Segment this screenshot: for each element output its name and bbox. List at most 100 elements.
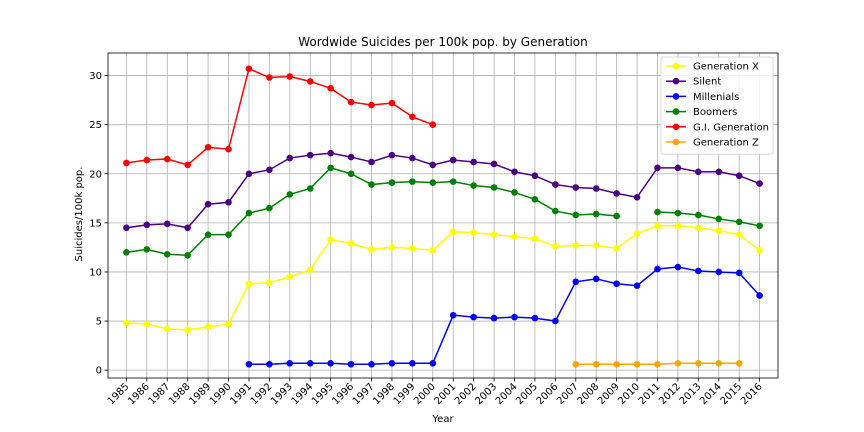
data-point-generation-x xyxy=(449,228,457,236)
data-point-millenials xyxy=(388,359,396,367)
y-axis: 0 5 10 15 20 25 30 xyxy=(89,71,108,377)
data-point-generation-x xyxy=(245,280,253,288)
data-point-silent xyxy=(449,156,457,164)
legend-entry-generation-z: Generation Z xyxy=(666,138,759,149)
data-point-silent xyxy=(531,172,539,180)
series-silent xyxy=(123,149,763,232)
data-point-g-i-generation xyxy=(143,156,151,164)
data-point-silent xyxy=(286,154,294,162)
data-point-millenials xyxy=(245,360,253,368)
data-point-millenials xyxy=(368,360,375,368)
data-point-generation-x xyxy=(225,320,232,328)
data-point-generation-x xyxy=(409,245,416,252)
data-point-boomers xyxy=(756,222,763,230)
data-point-boomers xyxy=(306,185,314,192)
data-point-generation-x xyxy=(633,230,641,237)
data-point-generation-x xyxy=(286,273,294,281)
data-point-silent xyxy=(552,181,559,188)
data-point-millenials xyxy=(735,269,743,277)
data-point-silent xyxy=(368,158,375,166)
y-axis-label: Suicides/100k pop. xyxy=(74,167,85,262)
legend-label: Generation X xyxy=(693,62,759,73)
data-point-boomers xyxy=(490,184,498,191)
data-point-silent xyxy=(695,168,702,176)
data-point-silent xyxy=(327,149,334,157)
legend-entry-millenials: Millenials xyxy=(666,92,739,103)
data-point-millenials xyxy=(511,313,518,321)
data-point-millenials xyxy=(286,359,294,367)
data-point-boomers xyxy=(163,250,171,258)
data-point-millenials xyxy=(531,314,539,322)
data-point-g-i-generation xyxy=(429,121,437,128)
data-point-generation-x xyxy=(613,245,620,252)
data-point-boomers xyxy=(470,182,477,189)
data-point-millenials xyxy=(409,359,416,367)
data-point-millenials xyxy=(654,265,661,273)
y-tick-label: 30 xyxy=(89,71,102,82)
data-point-boomers xyxy=(409,178,416,185)
data-point-boomers xyxy=(449,178,457,185)
data-point-boomers xyxy=(245,209,253,217)
data-point-g-i-generation xyxy=(225,145,232,153)
data-point-boomers xyxy=(695,211,702,219)
data-point-generation-x xyxy=(552,243,559,250)
series-line-millenials xyxy=(248,266,761,365)
legend-swatch-marker xyxy=(672,62,680,70)
data-point-millenials xyxy=(613,280,620,288)
data-point-silent xyxy=(633,194,641,201)
y-tick-label: 25 xyxy=(89,120,102,131)
legend-entry-g-i-generation: G.I. Generation xyxy=(666,122,769,133)
data-point-generation-x xyxy=(674,222,682,230)
data-point-boomers xyxy=(368,181,375,188)
data-point-boomers xyxy=(592,210,600,218)
data-point-millenials xyxy=(470,313,477,321)
legend-label: Millenials xyxy=(693,92,739,103)
data-point-generation-x xyxy=(715,227,723,235)
data-point-boomers xyxy=(286,191,294,198)
data-point-boomers xyxy=(388,179,396,186)
y-tick-label: 0 xyxy=(96,366,102,377)
data-point-generation-z xyxy=(613,360,620,368)
data-point-boomers xyxy=(572,211,580,219)
series-line-boomers xyxy=(657,211,760,227)
data-point-generation-x xyxy=(470,229,477,236)
data-point-millenials xyxy=(572,278,580,286)
data-point-silent xyxy=(756,180,763,187)
legend-swatch-marker xyxy=(672,123,680,131)
series-generation-z xyxy=(572,359,743,368)
legend-label: G.I. Generation xyxy=(693,122,769,133)
data-point-generation-z xyxy=(592,360,600,368)
data-point-generation-x xyxy=(756,247,763,254)
data-point-millenials xyxy=(633,282,641,290)
data-point-millenials xyxy=(266,360,273,368)
data-point-millenials xyxy=(674,263,682,271)
data-point-boomers xyxy=(266,204,273,212)
data-point-silent xyxy=(735,172,743,180)
data-point-boomers xyxy=(715,215,723,223)
x-axis-label: Year xyxy=(431,414,454,425)
data-point-g-i-generation xyxy=(163,155,171,163)
data-point-generation-x xyxy=(204,323,212,331)
data-point-generation-x xyxy=(266,279,273,287)
data-point-generation-x xyxy=(368,246,375,253)
data-point-generation-x xyxy=(531,235,539,242)
data-point-silent xyxy=(143,221,151,229)
data-point-g-i-generation xyxy=(327,85,334,92)
data-point-generation-x xyxy=(572,242,580,249)
data-point-generation-z xyxy=(674,359,682,367)
y-tick-label: 20 xyxy=(89,169,102,180)
data-point-boomers xyxy=(613,212,620,220)
data-point-millenials xyxy=(429,359,437,367)
series-line-silent xyxy=(126,152,760,229)
data-point-generation-x xyxy=(592,242,600,249)
data-point-silent xyxy=(266,166,273,174)
data-point-generation-x xyxy=(143,320,151,328)
data-point-millenials xyxy=(695,267,702,275)
data-point-generation-z xyxy=(572,360,580,368)
y-tick-label: 5 xyxy=(96,317,102,328)
data-point-generation-z xyxy=(654,360,661,368)
data-point-generation-x xyxy=(388,244,396,251)
data-point-boomers xyxy=(225,231,232,238)
data-point-boomers xyxy=(327,164,334,172)
